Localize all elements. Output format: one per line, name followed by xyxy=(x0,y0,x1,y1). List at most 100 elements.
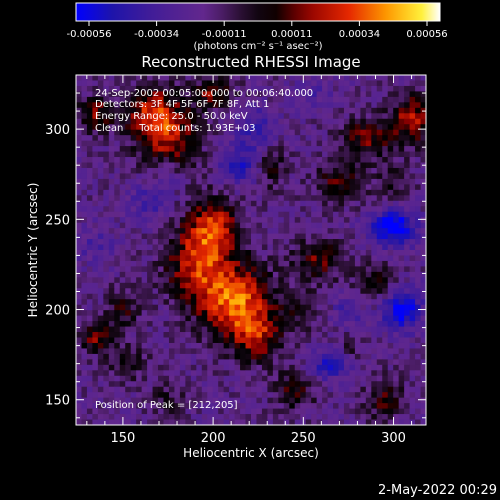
heatmap-cell xyxy=(229,228,235,234)
heatmap-cell xyxy=(229,255,235,262)
heatmap-cell xyxy=(300,364,307,371)
heatmap-cell xyxy=(147,107,153,114)
heatmap-cell xyxy=(185,375,192,382)
heatmap-cell xyxy=(207,233,214,240)
heatmap-cell xyxy=(218,167,225,174)
heatmap-cell xyxy=(81,124,88,131)
heatmap-cell xyxy=(103,200,110,207)
heatmap-cell xyxy=(333,222,339,229)
heatmap-cell xyxy=(283,140,290,147)
heatmap-cell xyxy=(81,419,88,425)
heatmap-cell xyxy=(168,364,175,371)
heatmap-cell xyxy=(190,96,197,103)
heatmap-cell xyxy=(212,359,219,366)
heatmap-cell xyxy=(108,266,115,273)
heatmap-cell xyxy=(190,266,197,273)
heatmap-cell xyxy=(327,321,334,327)
heatmap-cell xyxy=(76,167,82,174)
heatmap-cell xyxy=(300,370,307,377)
heatmap-cell xyxy=(387,85,394,92)
heatmap-cell xyxy=(179,129,186,136)
heatmap-cell xyxy=(261,222,268,229)
heatmap-cell xyxy=(114,277,121,284)
heatmap-cell xyxy=(240,217,246,224)
heatmap-cell xyxy=(223,118,230,125)
heatmap-cell xyxy=(272,397,279,404)
heatmap-cell xyxy=(382,162,389,169)
heatmap-cell xyxy=(245,233,252,240)
heatmap-cell xyxy=(294,102,301,109)
heatmap-cell xyxy=(147,113,153,120)
heatmap-cell xyxy=(316,102,323,109)
heatmap-cell xyxy=(76,211,82,218)
heatmap-cell xyxy=(354,392,361,399)
heatmap-cell xyxy=(212,140,219,147)
heatmap-cell xyxy=(229,135,235,142)
heatmap-cell xyxy=(354,266,361,273)
heatmap-cell xyxy=(420,222,426,229)
heatmap-cell xyxy=(343,288,350,295)
heatmap-cell xyxy=(92,167,99,174)
heatmap-cell xyxy=(190,91,197,98)
heatmap-cell xyxy=(103,255,110,262)
heatmap-cell xyxy=(327,353,334,360)
heatmap-cell xyxy=(245,359,252,366)
heatmap-cell xyxy=(398,414,405,420)
heatmap-cell xyxy=(354,260,361,267)
heatmap-cell xyxy=(289,151,296,158)
heatmap-cell xyxy=(327,102,334,109)
heatmap-cell xyxy=(371,233,378,240)
heatmap-cell xyxy=(196,91,203,98)
heatmap-cell xyxy=(343,353,350,360)
heatmap-cell xyxy=(311,85,318,92)
heatmap-cell xyxy=(97,370,104,377)
heatmap-cell xyxy=(174,211,181,218)
heatmap-cell xyxy=(261,255,268,262)
heatmap-cell xyxy=(261,206,268,213)
heatmap-cell xyxy=(108,315,115,322)
heatmap-cell xyxy=(283,222,290,229)
heatmap-cell xyxy=(338,107,345,114)
heatmap-cell xyxy=(229,375,235,382)
heatmap-cell xyxy=(141,96,148,103)
heatmap-cell xyxy=(371,222,378,229)
heatmap-cell xyxy=(81,282,88,289)
heatmap-cell xyxy=(174,299,181,306)
heatmap-cell xyxy=(371,167,378,174)
heatmap-cell xyxy=(283,146,290,152)
heatmap-cell xyxy=(234,118,241,125)
heatmap-cell xyxy=(278,124,285,131)
heatmap-cell xyxy=(179,370,186,377)
heatmap-cell xyxy=(289,375,296,382)
heatmap-cell xyxy=(163,348,170,355)
heatmap-cell xyxy=(251,244,257,251)
heatmap-cell xyxy=(179,315,186,322)
heatmap-cell xyxy=(365,173,372,180)
heatmap-cell xyxy=(382,244,389,251)
heatmap-cell xyxy=(354,157,361,163)
heatmap-cell xyxy=(409,206,416,213)
heatmap-cell xyxy=(152,315,159,322)
heatmap-cell xyxy=(338,414,345,420)
heatmap-cell xyxy=(201,315,208,322)
heatmap-cell xyxy=(223,397,230,404)
heatmap-cell xyxy=(382,91,389,98)
heatmap-cell xyxy=(322,124,328,131)
heatmap-cell xyxy=(404,107,410,114)
heatmap-cell xyxy=(311,403,318,409)
heatmap-cell xyxy=(147,96,153,103)
heatmap-cell xyxy=(251,118,257,125)
heatmap-cell xyxy=(207,178,214,185)
heatmap-cell xyxy=(278,359,285,366)
heatmap-cell xyxy=(207,250,214,256)
heatmap-cell xyxy=(376,321,383,327)
heatmap-cell xyxy=(163,282,170,289)
heatmap-cell xyxy=(278,310,285,317)
heatmap-cell xyxy=(278,342,285,349)
heatmap-cell xyxy=(152,397,159,404)
heatmap-cell xyxy=(327,244,334,251)
heatmap-cell xyxy=(212,408,219,415)
heatmap-cell xyxy=(278,266,285,273)
heatmap-cell xyxy=(322,255,328,262)
heatmap-cell xyxy=(92,135,99,142)
